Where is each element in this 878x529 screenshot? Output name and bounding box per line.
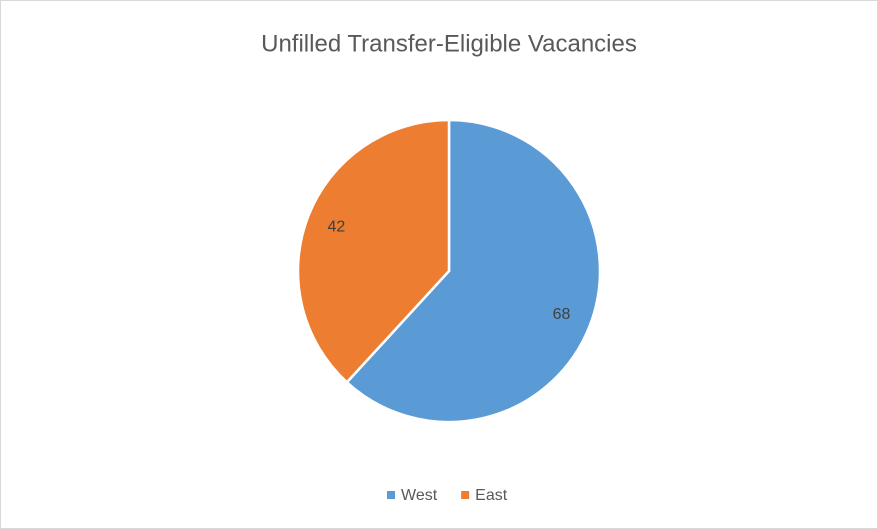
legend-swatch [461,491,470,499]
pie-slice [296,118,451,385]
chart-title: Unfilled Transfer-Eligible Vacancies [261,30,637,57]
legend-label: East [475,487,508,504]
pie-slice [345,118,602,424]
data-label: 68 [553,306,571,323]
data-label: 42 [328,218,346,235]
legend-swatch [387,491,395,499]
legend-label: West [401,487,438,504]
